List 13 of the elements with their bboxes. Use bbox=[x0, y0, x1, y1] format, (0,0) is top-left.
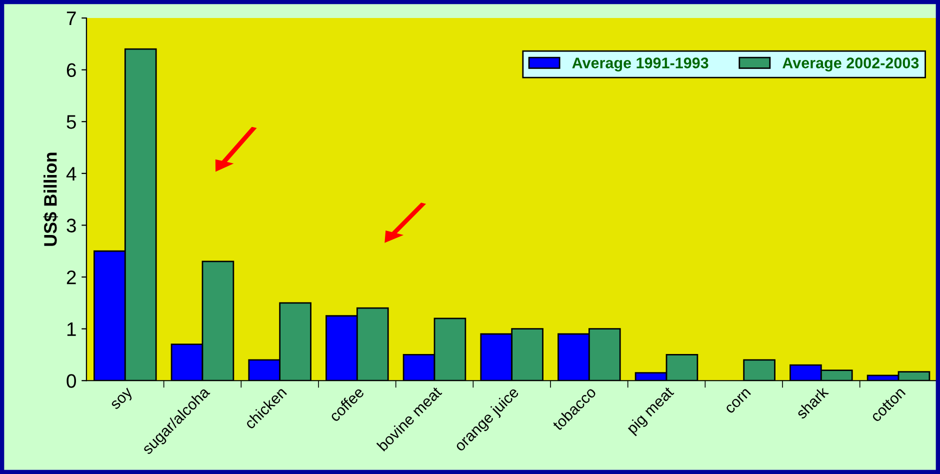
y-tick-label: 6 bbox=[66, 63, 76, 78]
y-axis-title: US$ Billion bbox=[43, 152, 58, 246]
legend-label: Average 1991-1993 bbox=[572, 58, 708, 72]
y-tick-label: 5 bbox=[66, 115, 76, 129]
y-tick-label: 0 bbox=[66, 374, 76, 388]
x-tick-label: corn bbox=[725, 388, 752, 414]
y-tick-label: 2 bbox=[66, 270, 76, 284]
y-tick-label: 4 bbox=[66, 167, 76, 180]
legend-label: Average 2002-2003 bbox=[782, 58, 919, 72]
y-tick-label: 1 bbox=[67, 322, 76, 336]
y-tick-label: 3 bbox=[66, 218, 76, 232]
x-tick-label: soy bbox=[110, 388, 136, 412]
y-tick-label: 7 bbox=[66, 12, 76, 26]
